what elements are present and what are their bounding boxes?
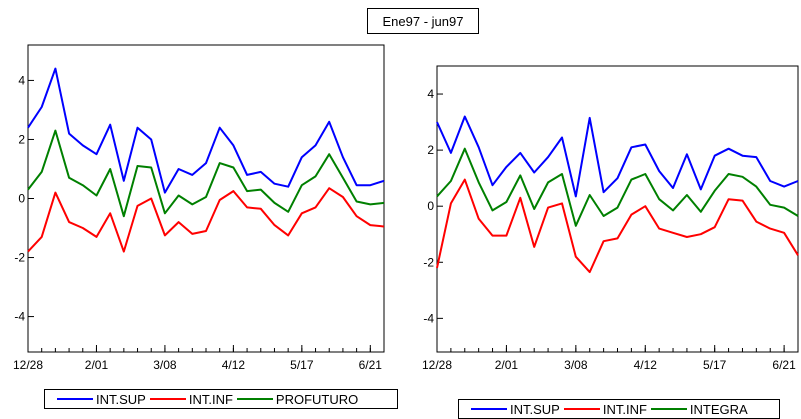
legend-item: INT.SUP — [471, 402, 560, 417]
legend-label: INT.SUP — [510, 401, 560, 417]
x-tick-label: 3/08 — [153, 358, 177, 372]
legend-item: INT.INF — [149, 391, 233, 407]
legend-right: INT.SUP INT.INF INTEGRA — [458, 399, 780, 419]
y-tick-label: -4 — [423, 311, 434, 325]
y-tick-label: 4 — [427, 87, 434, 101]
legend-label: INTEGRA — [689, 401, 748, 417]
legend-label: INT.SUP — [96, 391, 146, 407]
series-line-int-inf — [27, 187, 385, 253]
legend-item: INT.SUP — [57, 392, 146, 407]
x-tick-label: 3/08 — [564, 358, 588, 372]
figure-title: Ene97 - jun97 — [367, 8, 479, 34]
legend-swatch — [149, 398, 186, 400]
x-tick-label: 5/17 — [290, 358, 314, 372]
x-tick-label: 6/21 — [772, 358, 796, 372]
plot-frame — [27, 44, 385, 353]
series-line-integra — [436, 147, 799, 227]
x-tick-label: 12/28 — [13, 358, 43, 372]
legend-label: INT.INF — [602, 401, 647, 417]
y-tick-label: 0 — [18, 192, 25, 206]
legend-label: INT.INF — [188, 391, 233, 407]
legend-left: INT.SUP INT.INF PROFUTURO — [44, 389, 398, 409]
chart-panel-1: -4 -2 0 2 4 12/28 2/01 3/08 4/12 5/17 6/21 — [422, 65, 799, 372]
legend-swatch — [57, 398, 93, 400]
legend-item: INTEGRA — [650, 401, 748, 417]
series-line-profuturo — [27, 129, 385, 218]
y-tick-label: -4 — [14, 310, 25, 324]
legend-swatch — [471, 408, 507, 410]
x-tick-label: 12/28 — [422, 358, 452, 372]
chart-panel-0: -4 -2 0 2 4 12/28 2/01 3/08 4/12 5/17 6/21 — [13, 44, 385, 372]
x-tick-label: 4/12 — [222, 358, 246, 372]
x-tick-label: 2/01 — [85, 358, 109, 372]
series-line-int-sup — [436, 115, 799, 198]
y-tick-label: -2 — [14, 251, 25, 265]
x-tick-label: 4/12 — [634, 358, 658, 372]
x-tick-label: 5/17 — [703, 358, 727, 372]
legend-swatch — [563, 408, 600, 410]
series-line-int-inf — [436, 178, 799, 274]
legend-label: PROFUTURO — [275, 391, 359, 407]
y-tick-label: 0 — [427, 199, 434, 213]
y-tick-label: 4 — [18, 73, 25, 87]
x-tick-label: 6/21 — [359, 358, 383, 372]
legend-item: PROFUTURO — [236, 391, 359, 407]
y-tick-label: -2 — [423, 255, 434, 269]
legend-swatch — [650, 408, 687, 410]
legend-item: INT.INF — [563, 401, 647, 417]
y-tick-label: 2 — [427, 143, 434, 157]
series-line-int-sup — [27, 67, 385, 194]
y-tick-label: 2 — [18, 132, 25, 146]
legend-swatch — [236, 398, 273, 400]
x-tick-label: 2/01 — [495, 358, 519, 372]
